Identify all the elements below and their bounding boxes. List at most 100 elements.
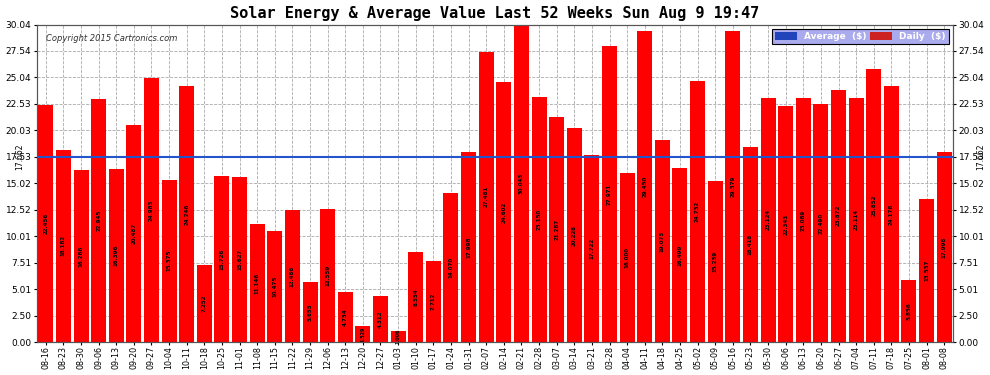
Bar <box>848 98 863 342</box>
Bar <box>549 117 564 342</box>
Text: 19.075: 19.075 <box>660 231 665 252</box>
Text: 23.150: 23.150 <box>537 209 542 230</box>
Text: 14.070: 14.070 <box>448 257 453 278</box>
Text: 24.983: 24.983 <box>148 199 154 220</box>
Text: 22.343: 22.343 <box>783 213 788 235</box>
Bar <box>742 147 758 342</box>
Text: 22.456: 22.456 <box>44 213 49 234</box>
Text: 20.487: 20.487 <box>132 223 137 245</box>
Bar <box>161 180 176 342</box>
Bar <box>496 82 511 342</box>
Bar <box>109 169 124 342</box>
Text: 8.554: 8.554 <box>413 288 418 306</box>
Text: 23.124: 23.124 <box>765 209 770 230</box>
Text: 23.114: 23.114 <box>853 209 858 230</box>
Bar <box>39 105 53 342</box>
Text: 1.529: 1.529 <box>360 326 365 342</box>
Text: 21.287: 21.287 <box>554 219 559 240</box>
Bar <box>567 128 582 342</box>
Text: 17.998: 17.998 <box>466 236 471 258</box>
Text: 17.662: 17.662 <box>976 144 985 170</box>
Bar <box>814 104 829 342</box>
Bar <box>708 181 723 342</box>
Bar <box>444 193 458 342</box>
Bar <box>232 177 248 342</box>
Bar <box>620 173 635 342</box>
Text: 27.971: 27.971 <box>607 184 612 205</box>
Bar <box>73 170 88 342</box>
Bar <box>55 150 71 342</box>
Bar <box>338 292 352 342</box>
Bar <box>602 46 617 342</box>
Bar <box>672 168 687 342</box>
Bar <box>144 78 159 342</box>
Text: 15.627: 15.627 <box>237 249 243 270</box>
Text: 24.732: 24.732 <box>695 201 700 222</box>
Text: 29.379: 29.379 <box>731 176 736 198</box>
Text: 29.450: 29.450 <box>643 176 647 197</box>
Text: 15.239: 15.239 <box>713 251 718 272</box>
Text: 5.655: 5.655 <box>308 303 313 321</box>
Text: 10.475: 10.475 <box>272 276 277 297</box>
Bar <box>778 106 793 342</box>
Text: 5.856: 5.856 <box>907 302 912 320</box>
Bar <box>690 81 705 342</box>
Text: 24.178: 24.178 <box>889 204 894 225</box>
Bar <box>197 266 212 342</box>
Text: 17.722: 17.722 <box>589 238 594 259</box>
Text: 20.228: 20.228 <box>572 225 577 246</box>
Text: 15.726: 15.726 <box>220 248 225 270</box>
Bar <box>461 152 476 342</box>
Bar <box>532 98 546 342</box>
Bar <box>391 332 406 342</box>
Text: 25.852: 25.852 <box>871 195 876 216</box>
Text: 16.286: 16.286 <box>78 245 83 267</box>
Bar <box>479 51 494 342</box>
Bar <box>215 176 230 342</box>
Text: 23.089: 23.089 <box>801 209 806 231</box>
Text: 13.537: 13.537 <box>924 260 929 281</box>
Bar <box>127 126 142 342</box>
Bar <box>91 99 106 342</box>
Text: 7.252: 7.252 <box>202 295 207 312</box>
Bar <box>320 209 336 342</box>
Bar <box>884 87 899 342</box>
Bar <box>267 231 282 342</box>
Bar <box>831 90 846 342</box>
Text: 18.418: 18.418 <box>747 234 753 255</box>
Bar <box>426 261 441 342</box>
Text: 4.734: 4.734 <box>343 308 347 326</box>
Bar <box>726 32 741 342</box>
Text: 11.146: 11.146 <box>254 273 259 294</box>
Legend: Average  ($), Daily  ($): Average ($), Daily ($) <box>772 29 948 44</box>
Text: 27.481: 27.481 <box>484 186 489 207</box>
Bar <box>179 86 194 342</box>
Bar <box>355 326 370 342</box>
Text: 24.602: 24.602 <box>501 201 506 223</box>
Bar <box>902 280 917 342</box>
Bar <box>760 98 775 342</box>
Bar <box>937 152 951 342</box>
Text: 16.396: 16.396 <box>114 244 119 266</box>
Text: 23.872: 23.872 <box>836 205 842 226</box>
Bar <box>796 98 811 342</box>
Bar <box>584 155 599 342</box>
Text: 12.486: 12.486 <box>290 266 295 286</box>
Bar <box>249 224 264 342</box>
Text: 30.043: 30.043 <box>519 172 524 194</box>
Text: 18.182: 18.182 <box>61 236 66 256</box>
Bar <box>514 24 529 342</box>
Bar <box>303 282 318 342</box>
Text: 15.375: 15.375 <box>166 250 171 272</box>
Text: 1.006: 1.006 <box>396 329 401 344</box>
Text: 7.712: 7.712 <box>431 292 436 310</box>
Title: Solar Energy & Average Value Last 52 Weeks Sun Aug 9 19:47: Solar Energy & Average Value Last 52 Wee… <box>231 6 759 21</box>
Text: 22.490: 22.490 <box>819 213 824 234</box>
Bar <box>866 69 881 342</box>
Text: 4.312: 4.312 <box>378 310 383 328</box>
Text: Copyright 2015 Cartronics.com: Copyright 2015 Cartronics.com <box>47 34 177 43</box>
Bar <box>285 210 300 342</box>
Bar <box>919 199 935 342</box>
Text: 17.662: 17.662 <box>15 144 24 170</box>
Bar <box>408 252 423 342</box>
